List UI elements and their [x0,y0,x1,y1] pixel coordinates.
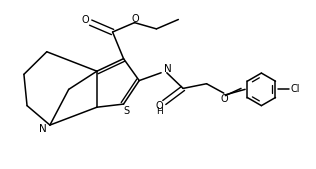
Text: H: H [156,107,163,116]
Text: O: O [131,14,139,23]
Text: O: O [221,94,228,104]
Text: N: N [39,124,47,134]
Text: O: O [156,101,163,111]
Text: N: N [164,64,172,74]
Text: Cl: Cl [291,84,300,94]
Text: S: S [123,106,129,116]
Text: O: O [81,15,89,25]
